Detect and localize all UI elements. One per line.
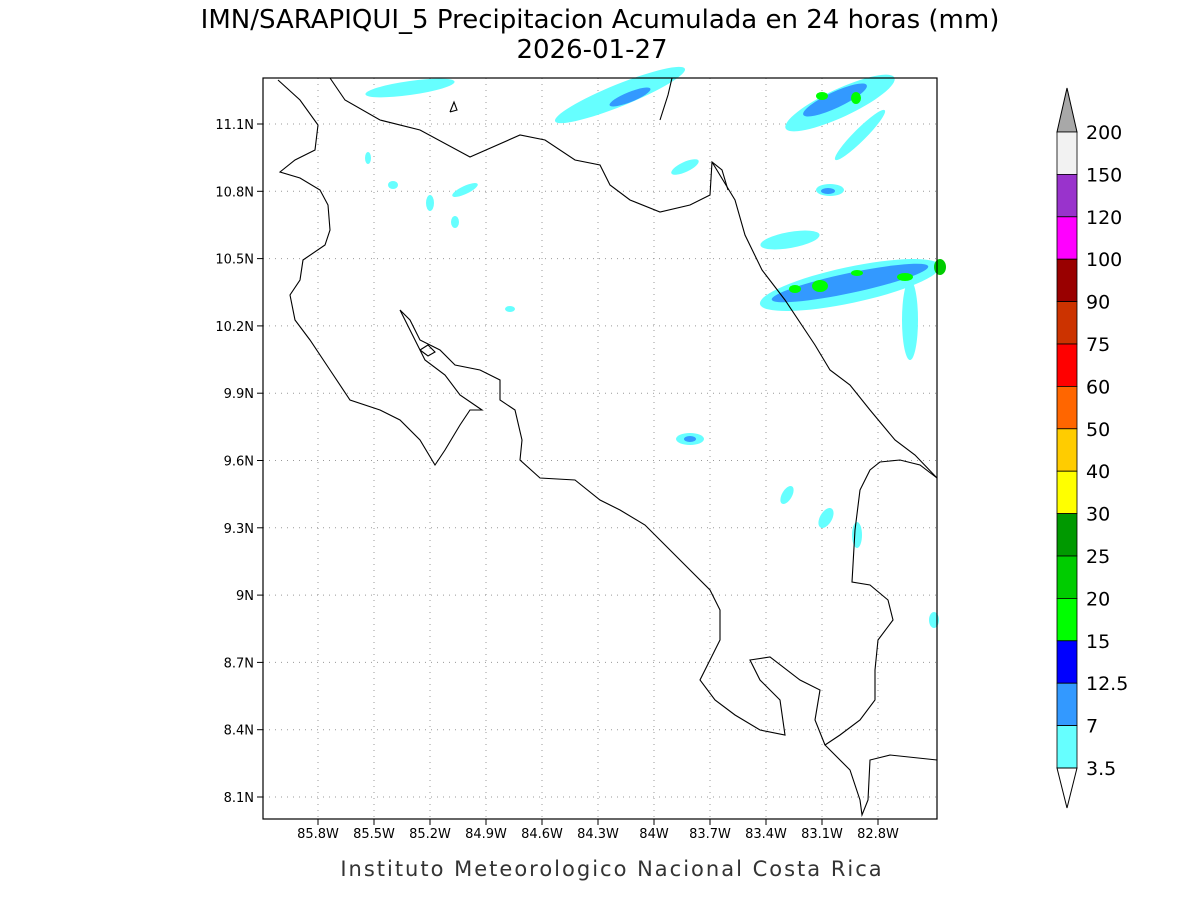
y-tick-label: 10.8N: [215, 185, 254, 200]
colorbar-label: 60: [1086, 376, 1110, 398]
x-tick-label: 85.2W: [409, 827, 451, 842]
colorbar-swatch: [1056, 385, 1078, 430]
y-tick-label: 11.1N: [215, 118, 254, 133]
coastline: [277, 77, 938, 818]
footer: Instituto Meteorologico Nacional Costa R…: [340, 857, 883, 881]
colorbar-over: [1056, 87, 1078, 133]
y-tick-label: 10.2N: [215, 320, 254, 335]
colorbar-label: 15: [1086, 631, 1110, 653]
x-tick-label: 85.8W: [297, 827, 339, 842]
y-tick-label: 9.3N: [224, 522, 254, 537]
colorbar-label: 30: [1086, 504, 1110, 526]
colorbar-swatch: [1056, 258, 1078, 303]
colorbar-label: 90: [1086, 292, 1110, 314]
colorbar-swatch: [1056, 301, 1078, 345]
colorbar-label: 20: [1086, 588, 1110, 610]
colorbar-swatch: [1056, 131, 1078, 175]
colorbar-swatch: [1056, 682, 1078, 727]
colorbar-label: 120: [1086, 207, 1122, 229]
title: IMN/SARAPIQUI_5 Precipitacion Acumulada …: [201, 5, 1000, 35]
colorbar-swatch: [1056, 640, 1078, 684]
colorbar-swatch: [1056, 598, 1078, 642]
colorbar-label: 150: [1086, 164, 1122, 186]
colorbar-under: [1056, 767, 1078, 809]
colorbar-label: 200: [1086, 122, 1122, 144]
colorbar-label: 3.5: [1086, 758, 1116, 780]
y-tick-label: 9N: [236, 589, 254, 604]
y-tick-label: 9.9N: [224, 387, 254, 402]
date: 2026-01-27: [516, 35, 667, 65]
y-tick-label: 9.6N: [224, 455, 254, 470]
x-tick-label: 83.1W: [801, 827, 843, 842]
x-tick-label: 84.9W: [465, 827, 507, 842]
colorbar-label: 75: [1086, 334, 1110, 356]
colorbar-swatch: [1056, 555, 1078, 599]
x-tick-label: 85.5W: [353, 827, 395, 842]
x-tick-label: 84.3W: [577, 827, 619, 842]
colorbar: 200 150 120 100 90 75 60 50 40 30 25 20 15 12.5 7 3.5: [1056, 87, 1128, 809]
y-tick-label: 10.5N: [215, 253, 254, 268]
precipitation: [365, 66, 946, 628]
x-tick-label: 84W: [639, 827, 669, 842]
colorbar-swatch: [1056, 173, 1078, 218]
colorbar-swatch: [1056, 725, 1078, 769]
colorbar-label: 50: [1086, 419, 1110, 441]
colorbar-label: 25: [1086, 546, 1110, 568]
colorbar-swatch: [1056, 216, 1078, 260]
map-frame: [262, 77, 938, 820]
colorbar-label: 40: [1086, 461, 1110, 483]
colorbar-swatch: [1056, 470, 1078, 515]
colorbar-swatch: [1056, 343, 1078, 387]
colorbar-swatch: [1056, 428, 1078, 472]
y-tick-label: 8.7N: [224, 656, 254, 671]
x-tick-label: 83.4W: [745, 827, 787, 842]
x-tick-label: 82.8W: [857, 827, 899, 842]
grid: [263, 78, 937, 819]
colorbar-label: 12.5: [1086, 673, 1128, 695]
colorbar-swatch: [1056, 513, 1078, 557]
colorbar-label: 100: [1086, 249, 1122, 271]
x-tick-label: 83.7W: [689, 827, 731, 842]
y-tick-label: 8.1N: [224, 791, 254, 806]
y-tick-label: 8.4N: [224, 724, 254, 739]
x-tick-label: 84.6W: [521, 827, 563, 842]
colorbar-label: 7: [1086, 716, 1098, 738]
